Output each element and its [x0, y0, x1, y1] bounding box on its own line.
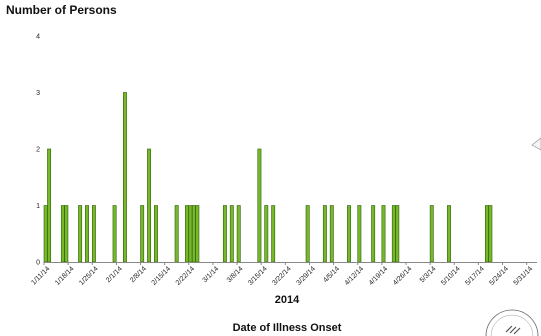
x-tick-label: 4/19/14 — [368, 265, 390, 287]
bar — [154, 205, 158, 263]
bar — [60, 205, 65, 263]
year-label: 2014 — [275, 294, 300, 306]
bars — [43, 92, 493, 263]
bar — [195, 205, 200, 263]
x-tick-label: 2/15/14 — [151, 265, 173, 287]
bar — [185, 205, 189, 263]
x-tick-label: 3/15/14 — [247, 265, 269, 287]
bar — [85, 205, 89, 263]
x-tick-label: 4/26/14 — [392, 265, 414, 287]
x-axis-title: Date of Illness Onset — [233, 322, 342, 334]
bar — [112, 205, 117, 263]
bar — [305, 205, 310, 263]
bar — [371, 205, 376, 263]
x-tick-label: 1/18/14 — [54, 265, 76, 287]
y-tick-label: 4 — [36, 34, 40, 41]
x-tick-label: 5/3/14 — [419, 265, 438, 284]
bar — [484, 205, 489, 263]
bar — [264, 205, 269, 263]
bar — [391, 205, 396, 263]
bar — [395, 205, 400, 263]
x-tick-label: 5/17/14 — [464, 265, 486, 287]
y-tick-label: 2 — [36, 147, 40, 154]
bar — [347, 205, 351, 263]
bar — [191, 205, 196, 263]
y-axis-title: Number of Persons — [6, 3, 117, 17]
x-tick-label: 2/22/14 — [175, 265, 197, 287]
x-tick-label: 3/29/14 — [295, 265, 317, 287]
bar — [236, 205, 241, 263]
y-tick-label: 0 — [36, 260, 40, 267]
bar — [222, 205, 227, 263]
bar — [257, 148, 262, 263]
bar — [322, 205, 327, 263]
x-tick-label: 5/24/14 — [488, 265, 510, 287]
y-tick-labels: 0 1 2 3 4 — [36, 34, 40, 267]
x-tick-label: 1/25/14 — [78, 265, 100, 287]
bar — [447, 205, 451, 263]
bar — [140, 205, 145, 263]
bar — [147, 148, 152, 263]
bar — [271, 205, 276, 263]
bar — [381, 205, 386, 263]
x-tick-label: 3/8/14 — [226, 265, 245, 284]
bar — [47, 148, 52, 263]
bar — [488, 205, 493, 263]
x-tick-label: 4/12/14 — [344, 265, 366, 287]
y-tick-label: 3 — [36, 90, 40, 97]
bar — [357, 205, 362, 263]
bar — [78, 205, 83, 263]
y-tick-label: 1 — [36, 203, 40, 210]
bar — [43, 205, 48, 263]
bar — [429, 205, 434, 263]
bar — [229, 205, 234, 263]
x-tick-labels: 1/11/14 1/18/14 1/25/14 2/1/14 2/8/14 2/15/14… — [30, 262, 534, 287]
x-tick-label: 5/10/14 — [440, 265, 462, 287]
bar — [91, 205, 96, 263]
x-tick-label: 3/22/14 — [271, 265, 293, 287]
bar — [174, 205, 179, 263]
agency-seal-icon — [485, 309, 539, 336]
x-tick-label: 3/1/14 — [202, 265, 221, 284]
x-tick-label: 4/5/14 — [322, 265, 341, 284]
bar — [64, 205, 69, 263]
bar — [329, 205, 334, 263]
x-tick-label: 1/11/14 — [30, 265, 51, 286]
bar — [122, 92, 127, 263]
bar — [188, 205, 193, 263]
x-tick-label: 2/1/14 — [105, 265, 124, 284]
x-tick-label: 5/31/14 — [513, 265, 535, 287]
expand-arrow-icon[interactable] — [531, 137, 541, 151]
x-tick-label: 2/8/14 — [129, 265, 148, 284]
